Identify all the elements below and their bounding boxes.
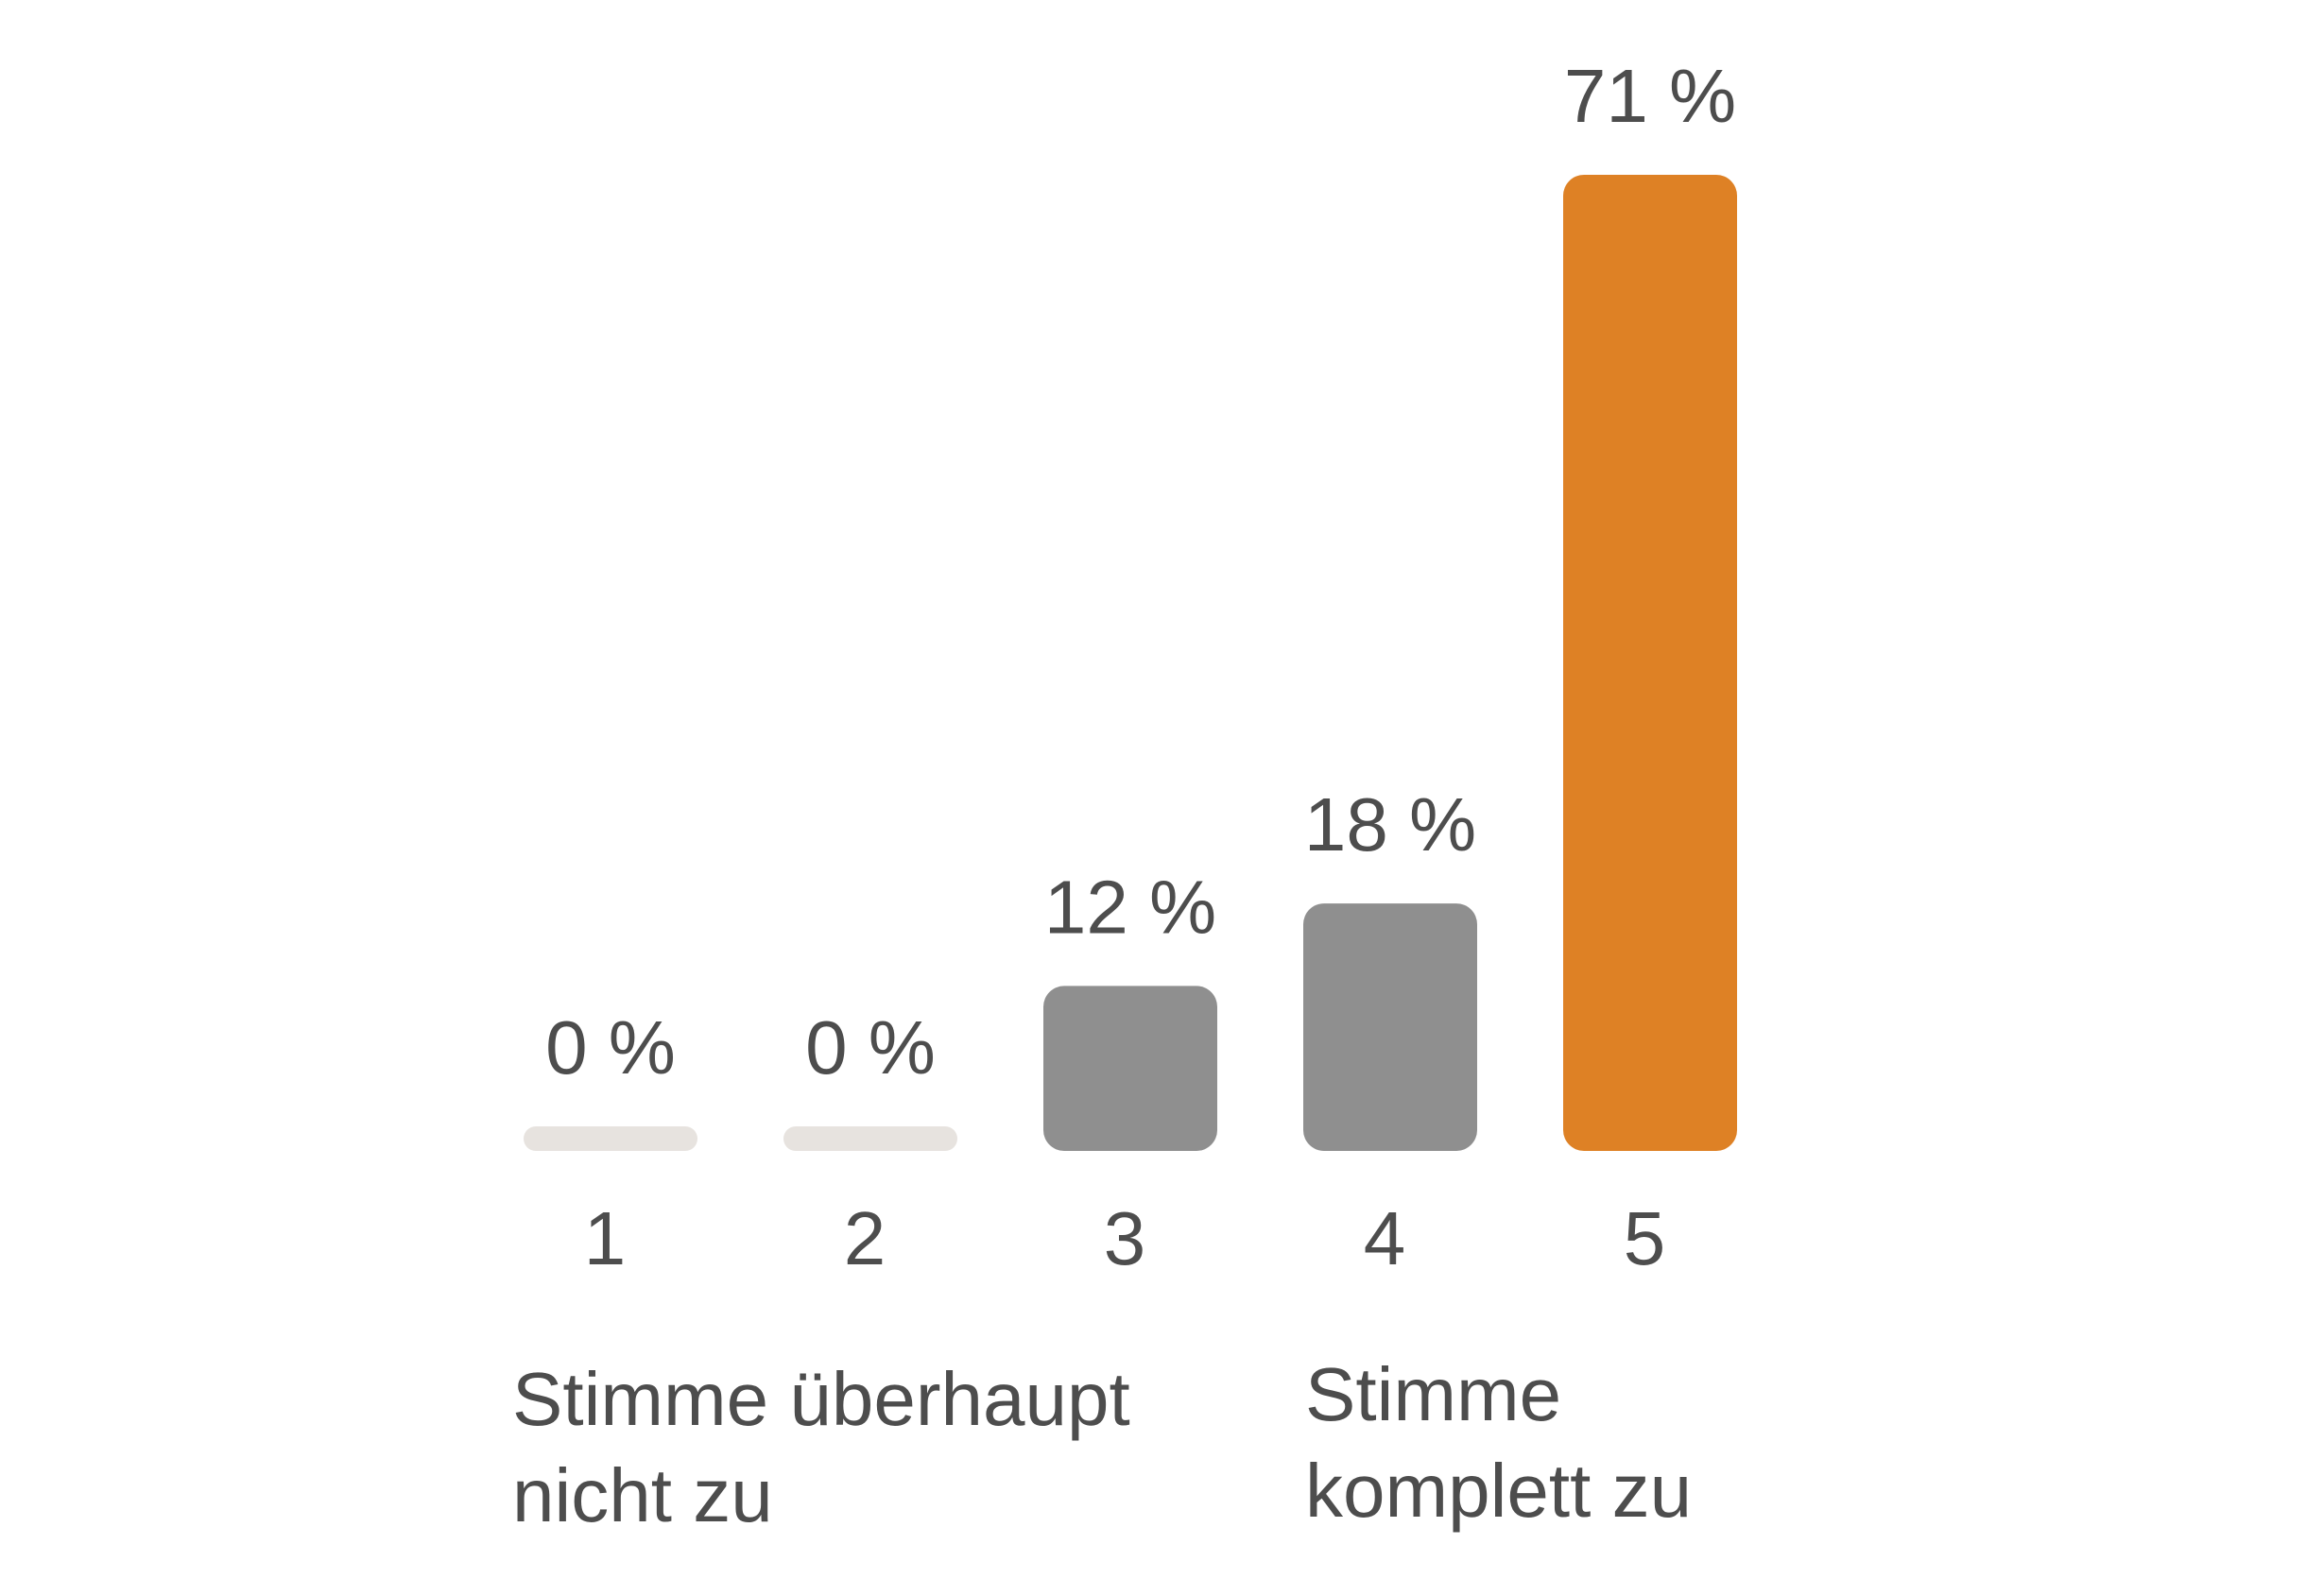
- bar-3: [1043, 986, 1217, 1151]
- category-label-5: 5: [1624, 1196, 1666, 1280]
- scale-label-right-line-2: komplett zu: [1305, 1449, 1692, 1533]
- value-label-2: 0 %: [805, 1005, 936, 1090]
- scale-label-left-line-1: Stimme überhaupt: [512, 1357, 1130, 1441]
- category-label-1: 1: [584, 1196, 627, 1280]
- value-labels-group: 0 % 0 % 12 % 18 % 71 %: [545, 54, 1736, 1090]
- value-label-3: 12 %: [1044, 865, 1216, 949]
- value-label-1: 0 %: [545, 1005, 676, 1090]
- bars-group: [524, 175, 1737, 1151]
- bar-2: [783, 1126, 957, 1151]
- category-label-4: 4: [1364, 1196, 1406, 1280]
- category-labels-group: 1 2 3 4 5: [584, 1196, 1666, 1280]
- category-label-2: 2: [844, 1196, 886, 1280]
- category-label-3: 3: [1104, 1196, 1146, 1280]
- bar-5: [1563, 175, 1737, 1151]
- value-label-4: 18 %: [1304, 782, 1476, 867]
- scale-label-right: Stimme komplett zu: [1305, 1352, 1692, 1533]
- scale-label-left: Stimme überhaupt nicht zu: [512, 1357, 1151, 1537]
- scale-label-right-line-1: Stimme: [1305, 1352, 1561, 1436]
- value-label-5: 71 %: [1564, 54, 1736, 138]
- bar-4: [1303, 903, 1477, 1151]
- bar-1: [524, 1126, 697, 1151]
- scale-label-left-line-2: nicht zu: [512, 1453, 773, 1537]
